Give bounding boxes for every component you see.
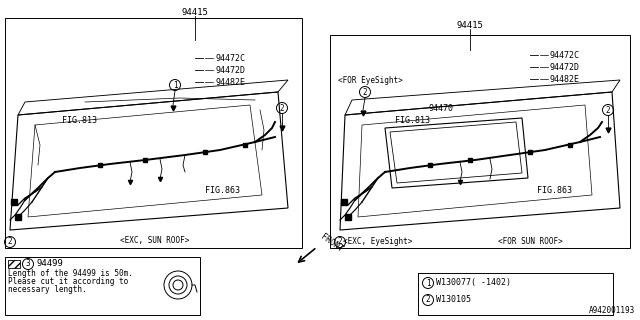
Text: <EXC, SUN ROOF>: <EXC, SUN ROOF> (120, 236, 189, 244)
Text: W130105: W130105 (436, 295, 471, 305)
Text: 94482E: 94482E (550, 75, 580, 84)
Text: 94472C: 94472C (215, 53, 245, 62)
Text: FIG.813: FIG.813 (395, 116, 430, 124)
Text: 94499: 94499 (36, 260, 63, 268)
Text: FIG.813: FIG.813 (62, 116, 97, 124)
Text: 2: 2 (338, 237, 342, 246)
Bar (418, 273, 613, 315)
Text: 3: 3 (26, 260, 30, 268)
Text: 2: 2 (280, 103, 284, 113)
Text: 94482E: 94482E (215, 77, 245, 86)
Text: 94415: 94415 (182, 7, 209, 17)
Text: 2: 2 (605, 106, 611, 115)
Text: 2: 2 (363, 87, 367, 97)
Text: FIG.863: FIG.863 (205, 186, 240, 195)
Text: 94472D: 94472D (550, 62, 580, 71)
Text: 1: 1 (173, 81, 177, 90)
Text: <EXC, EyeSight>: <EXC, EyeSight> (343, 237, 413, 246)
Bar (5, 18, 302, 248)
Text: 1: 1 (426, 278, 430, 287)
Text: 94472C: 94472C (550, 51, 580, 60)
Text: <FOR EyeSight>: <FOR EyeSight> (338, 76, 403, 84)
Text: W130077( -1402): W130077( -1402) (436, 278, 511, 287)
Text: <FOR SUN ROOF>: <FOR SUN ROOF> (498, 237, 563, 246)
Text: 94470: 94470 (428, 103, 453, 113)
Text: FRONT: FRONT (319, 232, 345, 254)
Bar (330, 35, 630, 248)
Text: 2: 2 (426, 295, 430, 305)
Text: necessary length.: necessary length. (8, 285, 86, 294)
Text: 2: 2 (8, 237, 12, 246)
Text: FIG.863: FIG.863 (537, 186, 572, 195)
Bar (8, 260, 20, 268)
Text: Length of the 94499 is 50m.: Length of the 94499 is 50m. (8, 269, 133, 278)
Text: Please cut it according to: Please cut it according to (8, 277, 128, 286)
Text: 94415: 94415 (456, 20, 483, 29)
Text: 94472D: 94472D (215, 66, 245, 75)
Text: A942001193: A942001193 (589, 306, 635, 315)
Bar (5, 257, 200, 315)
